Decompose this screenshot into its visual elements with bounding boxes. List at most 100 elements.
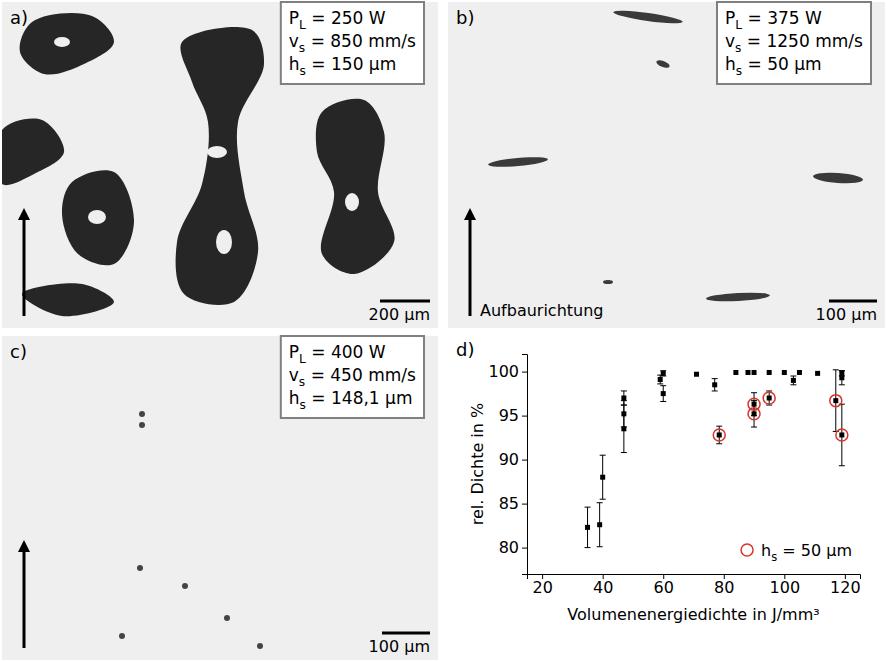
data-point [815,371,820,376]
data-point [767,370,772,375]
pore-island [88,210,106,224]
chart-panel: d) 20 40 60 80 100 120 80 85 90 95 100 Volumenenergi… [456,339,861,624]
error-bar [585,507,591,547]
tick-label: 40 [593,578,613,597]
pore [813,171,864,184]
tick: 60 [654,574,674,597]
arrow-head [18,540,30,552]
build-direction-arrow [23,550,26,648]
build-direction-arrow [23,218,26,316]
data-point [797,370,802,375]
tick-label: 100 [770,578,801,597]
pore-island [345,193,359,211]
error-bar [712,379,718,391]
pore [316,99,395,274]
pore [139,422,145,428]
panel-letter: d) [456,339,474,360]
tick-label: 80 [499,538,519,557]
error-bar [751,401,757,427]
data-point [621,411,626,416]
letter-patch [453,5,477,30]
tick-label: 120 [830,578,861,597]
error-bar [660,386,666,402]
pore-island [54,37,70,47]
pore [603,280,613,284]
data-point [717,432,722,437]
tick-label: 60 [654,578,674,597]
axis-line [522,355,528,575]
arrow-label: Aufbaurichtung [480,301,604,320]
pore [182,583,188,589]
tick: 20 [532,574,552,597]
error-bar [660,371,666,376]
tick: 85 [499,494,527,513]
scale-bar-label: 100 µm [369,637,430,656]
letter-patch [7,5,31,30]
scale-bar-label: 100 µm [816,305,877,324]
series [713,392,848,441]
pore [137,565,143,571]
parameter-box [281,336,424,418]
tick-label: 90 [499,450,519,469]
data-point [694,372,699,377]
pore [488,155,548,168]
tick-mark [522,504,527,505]
parameter-box [717,2,871,84]
micrograph-background [2,2,438,328]
parameter: hs = 50 µm [725,54,822,78]
error-bar [790,376,796,385]
data-point [712,382,717,387]
error-bar [839,371,845,385]
figure: a)PL = 250 Wvs = 850 mm/shs = 150 µm200 … [0,0,887,662]
tick-label: 100 [488,362,519,381]
tick: 95 [499,406,527,425]
y-axis-title: rel. Dichte in % [468,403,487,525]
error-bar [600,455,606,499]
micrograph-background [448,2,885,328]
data-point [791,378,796,383]
data-point [661,391,666,396]
y-axis: 80 85 90 95 100 [488,355,527,575]
scale-bar [380,300,430,303]
build-direction-arrow [469,218,472,316]
data-point [839,432,844,437]
error-bar [751,393,757,416]
pore [655,59,670,69]
plot-marks [585,370,848,548]
data-point [830,395,842,407]
parameter: hs = 148,1 µm [289,388,413,412]
data-point [745,370,750,375]
data-point [752,411,757,416]
panel-letter: a) [10,7,28,28]
parameter: vs = 850 mm/s [289,31,416,55]
scale-bar-label: 200 µm [369,305,430,324]
micrograph-background [2,336,438,660]
scale-bar [382,632,430,635]
data-point [661,371,666,376]
data-point [839,375,844,380]
tick: 90 [499,450,527,469]
panel-letter: b) [456,7,474,28]
data-point [782,370,787,375]
pore [613,8,683,26]
tick-mark [522,548,527,549]
data-point [621,426,626,431]
tick: 120 [830,574,861,597]
parameter-box [281,2,424,84]
series [585,370,845,548]
letter-patch [7,339,30,364]
pore [20,13,114,75]
pore [62,170,134,265]
parameter: vs = 1250 mm/s [725,31,863,55]
pore [22,283,114,316]
x-axis-title: Volumenenergiedichte in J/mm³ [567,605,819,624]
data-point [839,371,844,376]
error-bar [839,404,845,466]
micrograph-panel: b)PL = 375 Wvs = 1250 mm/shs = 50 µm100 … [448,2,885,328]
pore-island [216,230,232,254]
error-bar [621,405,627,453]
parameter: PL = 250 W [289,8,386,32]
data-point [658,377,663,382]
data-point [621,396,626,401]
pore [224,615,230,621]
